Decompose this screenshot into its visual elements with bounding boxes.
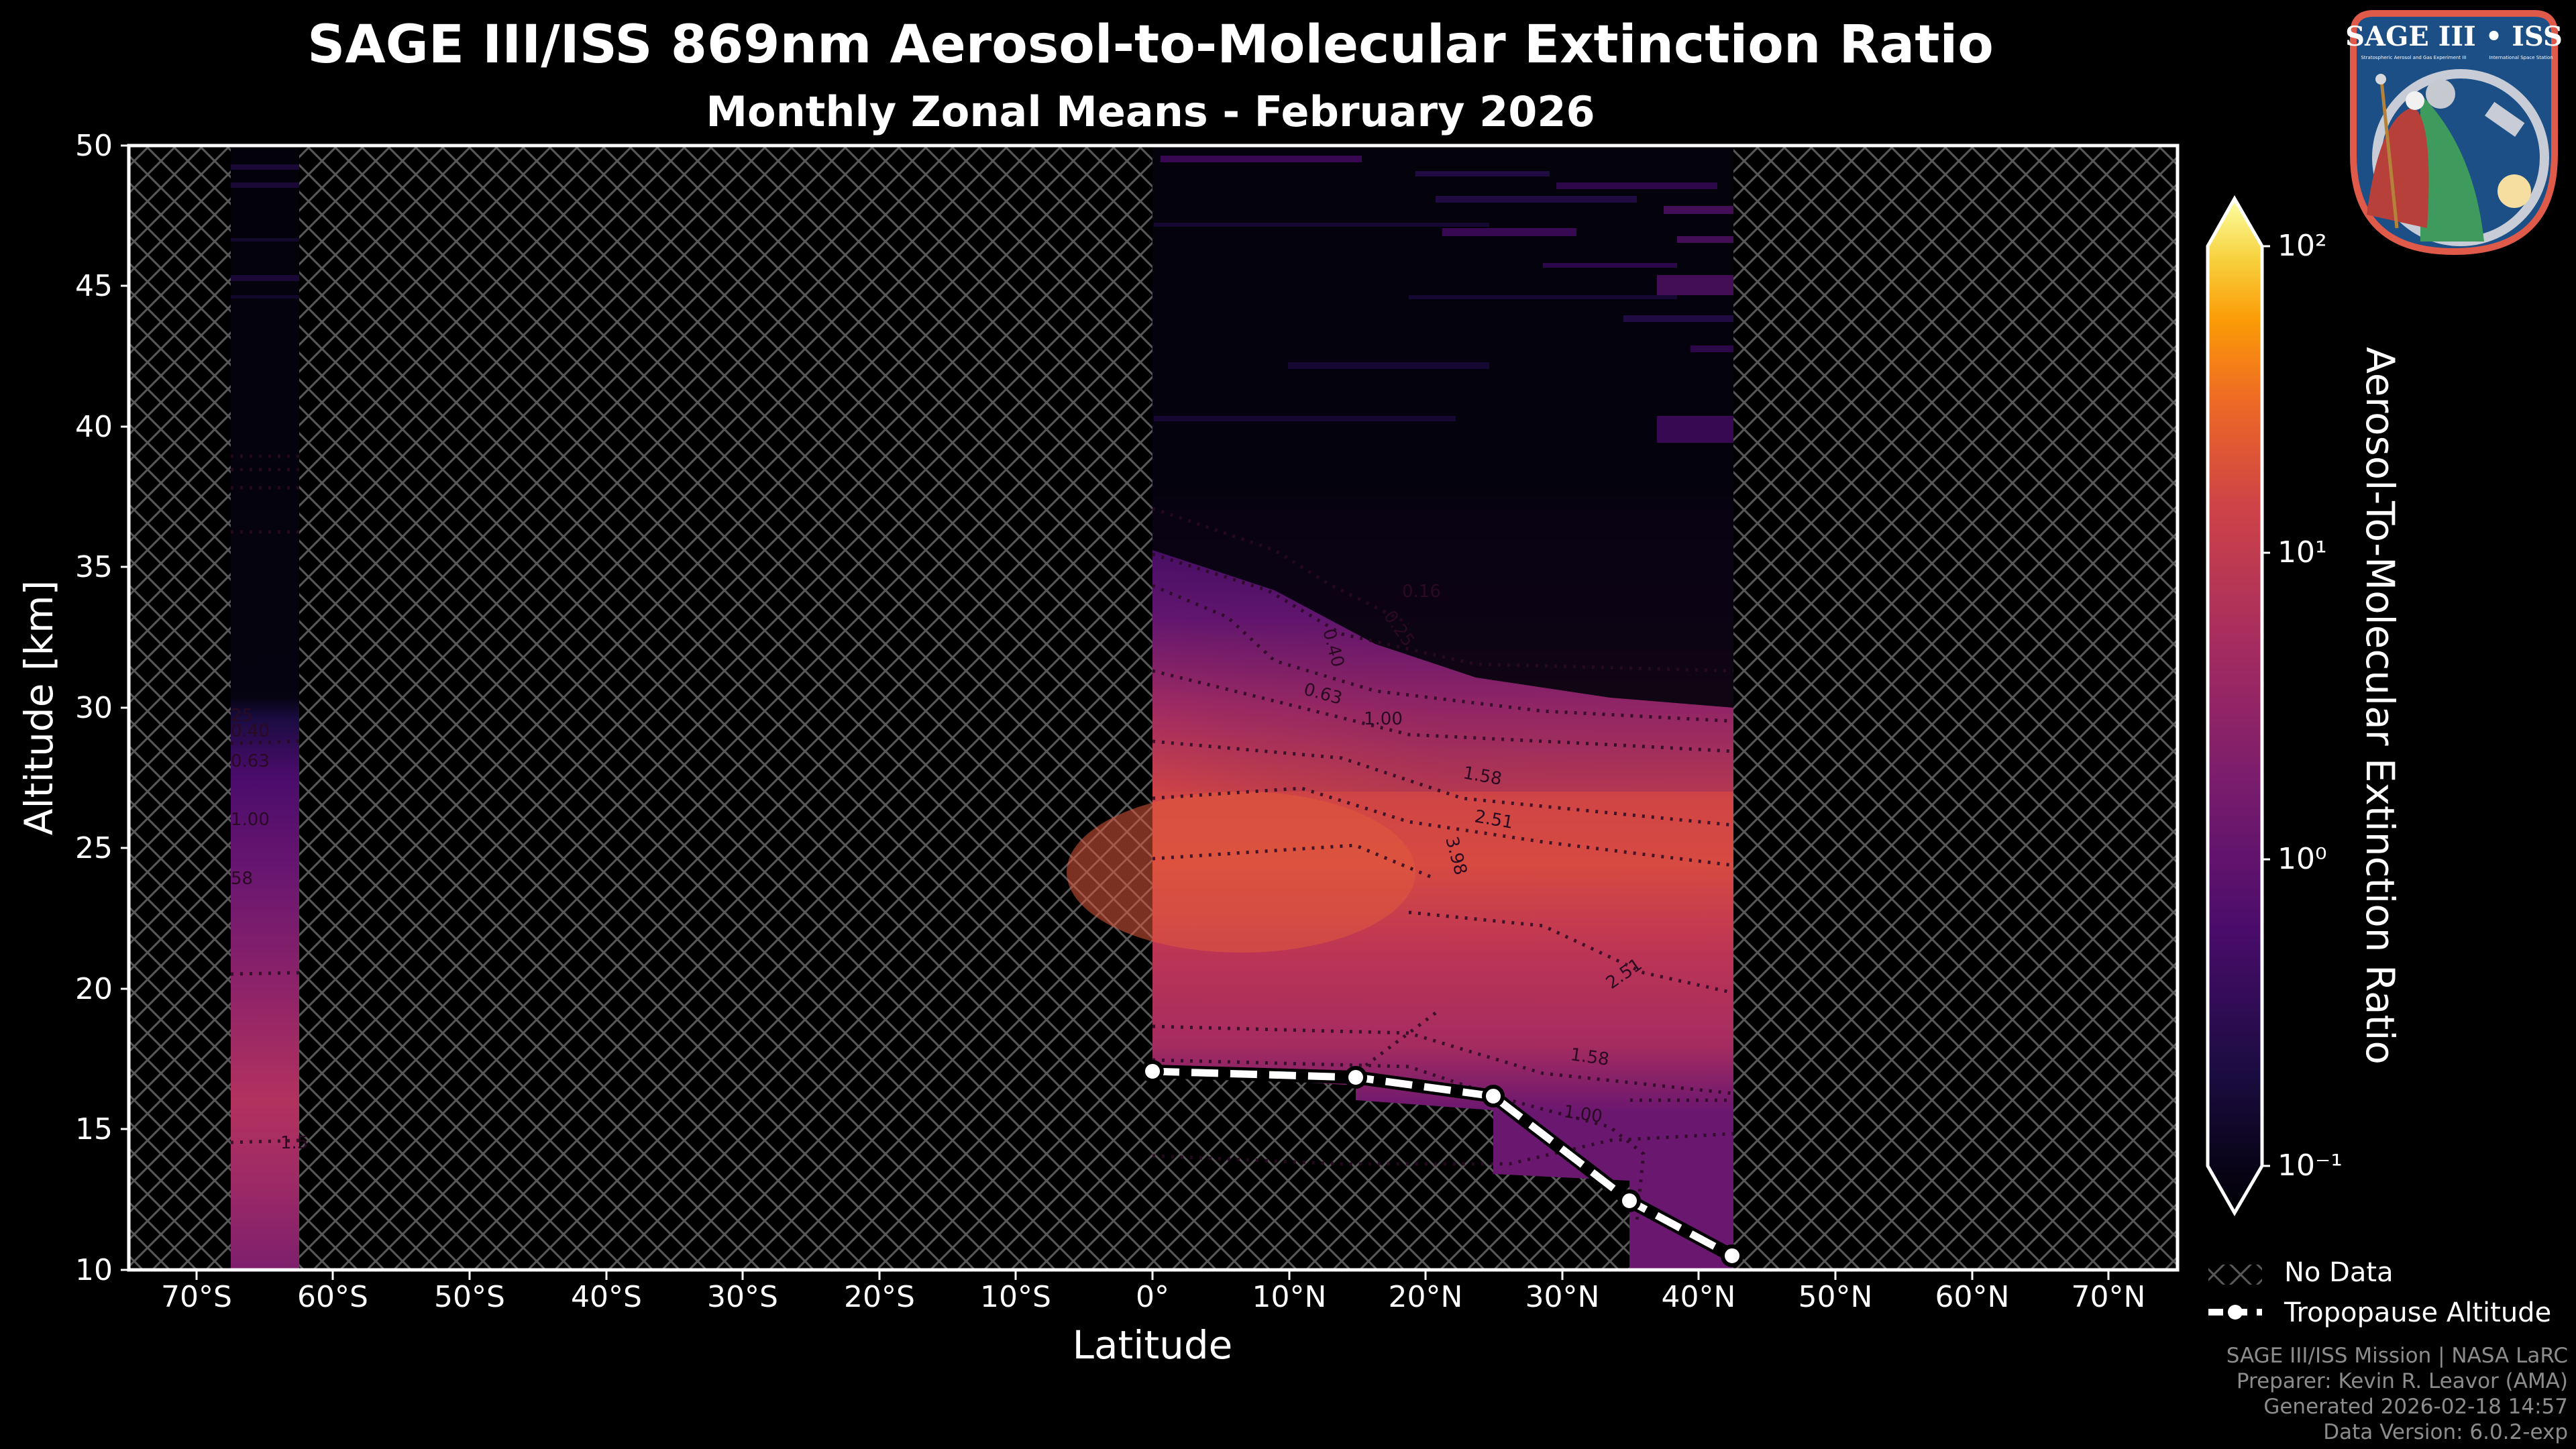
y-tick-label: 25	[75, 831, 113, 865]
contour-label-left-0.40: 0.40	[231, 721, 270, 741]
y-axis	[121, 144, 129, 1271]
x-tick-label: 0°	[1136, 1280, 1169, 1314]
x-axis	[195, 1270, 2110, 1280]
x-tick-label: 50°N	[1799, 1280, 1873, 1314]
chart-title: SAGE III/ISS 869nm Aerosol-to-Molecular …	[307, 15, 1994, 75]
plot-area: 0.16 0.25 0.40 0.63 1.00 1.58 2.51 3.98 …	[127, 144, 2180, 1272]
tropopause-point	[1141, 1060, 1164, 1083]
colorbar-tick-label: 10⁻¹	[2277, 1148, 2343, 1183]
colorbar-label: Aerosol-To-Molecular Extinction Ratio	[2357, 347, 2403, 1065]
x-tick-label: 30°N	[1525, 1280, 1600, 1314]
y-tick-label: 35	[75, 550, 113, 584]
sage-iii-iss-mission-patch-logo: SAGE III • ISS Stratospheric Aerosol and…	[2345, 10, 2563, 256]
hatch-swatch-icon	[2208, 1265, 2262, 1285]
y-tick-label: 45	[75, 269, 113, 303]
contour-label-left-1.5: 1.5	[280, 1133, 308, 1153]
chart-subtitle: Monthly Zonal Means - February 2026	[706, 87, 1595, 136]
contour-label-0.16: 0.16	[1402, 582, 1441, 602]
credit-mission: SAGE III/ISS Mission | NASA LaRC	[2226, 1344, 2568, 1368]
contour-label-1.00: 1.00	[1364, 709, 1403, 729]
credit-preparer: Preparer: Kevin R. Leavor (AMA)	[2236, 1369, 2568, 1393]
colorbar: 10⁻¹ 10⁰ 10¹ 10² Aerosol-To-Molecular Ex…	[2206, 195, 2403, 1216]
x-tick-labels: 70°S 60°S 50°S 40°S 30°S 20°S 10°S 0° 10…	[161, 1280, 2145, 1314]
upper-noise-streaks-left	[231, 164, 299, 299]
data-column-65S	[231, 146, 299, 1270]
legend-item-no-data: No Data	[2208, 1257, 2394, 1288]
tropopause-point	[1482, 1085, 1505, 1108]
credit-generated: Generated 2026-02-18 14:57	[2263, 1395, 2568, 1419]
tropopause-point	[1618, 1189, 1641, 1212]
contour-label-left-0.63: 0.63	[231, 751, 270, 771]
contour-label-left-1.58: 58	[231, 869, 253, 889]
x-tick-label: 10°S	[980, 1280, 1051, 1314]
x-tick-label: 70°S	[161, 1280, 232, 1314]
y-axis-label: Altitude [km]	[16, 580, 62, 835]
x-tick-label: 60°N	[1935, 1280, 2010, 1314]
x-axis-label: Latitude	[1073, 1322, 1233, 1368]
logo-subtitle-left: Stratospheric Aerosol and Gas Experiment…	[2361, 55, 2466, 60]
x-tick-label: 20°S	[844, 1280, 915, 1314]
x-tick-label: 10°N	[1252, 1280, 1327, 1314]
y-tick-labels: 10 15 20 25 30 35 40 45 50	[75, 129, 113, 1287]
contour-label-left-1.00: 1.00	[231, 810, 270, 830]
tropopause-line	[1141, 1060, 1743, 1267]
logo-subtitle-right: International Space Station	[2489, 55, 2553, 60]
credit-data-version: Data Version: 6.0.2-exp	[2323, 1420, 2568, 1444]
y-tick-label: 30	[75, 691, 113, 725]
x-tick-label: 30°S	[707, 1280, 778, 1314]
legend-item-tropopause: Tropopause Altitude	[2208, 1297, 2551, 1328]
tropopause-point	[1721, 1244, 1743, 1267]
x-tick-label: 40°S	[571, 1280, 642, 1314]
moon-icon	[2426, 79, 2455, 109]
sun-icon	[2498, 174, 2531, 208]
y-tick-label: 10	[75, 1253, 113, 1287]
x-tick-label: 60°S	[297, 1280, 368, 1314]
legend-label-no-data: No Data	[2284, 1257, 2394, 1288]
data-block-0-42N	[1067, 146, 1733, 1270]
y-tick-label: 20	[75, 972, 113, 1006]
colorbar-tick-label: 10⁰	[2277, 842, 2327, 876]
colorbar-tick-label: 10¹	[2277, 535, 2327, 570]
legend-label-tropopause: Tropopause Altitude	[2284, 1297, 2551, 1328]
x-tick-label: 70°N	[2072, 1280, 2146, 1314]
iss-icon	[2484, 101, 2525, 137]
x-tick-label: 20°N	[1389, 1280, 1463, 1314]
x-tick-label: 50°S	[434, 1280, 505, 1314]
marker-dot-icon	[2228, 1305, 2243, 1320]
y-tick-label: 40	[75, 410, 113, 444]
wizard-icon	[2367, 107, 2429, 228]
legend: No Data Tropopause Altitude	[2208, 1257, 2551, 1328]
y-tick-label: 50	[75, 129, 113, 163]
colorbar-tick-label: 10²	[2277, 229, 2327, 263]
logo-title: SAGE III • ISS	[2345, 21, 2563, 52]
x-tick-label: 40°N	[1662, 1280, 1736, 1314]
y-tick-label: 15	[75, 1112, 113, 1146]
tropopause-point	[1344, 1066, 1367, 1089]
earth-icon	[2420, 94, 2484, 241]
contour-label-left-0.25: 25	[231, 706, 253, 726]
